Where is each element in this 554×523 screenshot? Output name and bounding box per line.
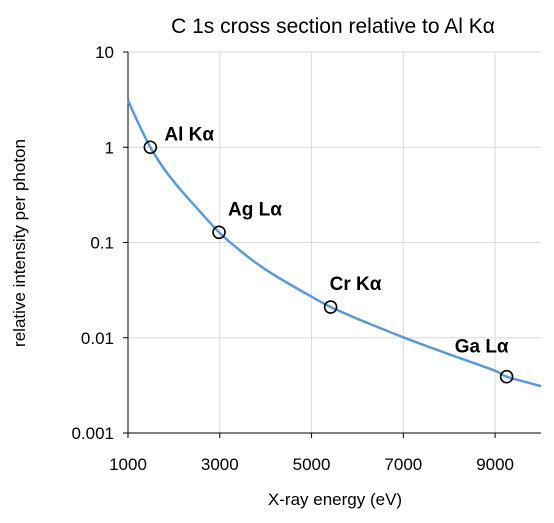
data-point-label: Ag Lα <box>228 199 282 220</box>
y-tick-label: 0.01 <box>81 329 114 348</box>
x-tick-label: 1000 <box>109 455 147 474</box>
data-point-marker <box>143 140 158 155</box>
data-point-label: Al Kα <box>164 124 214 145</box>
y-axis-label: relative intensity per photon <box>10 139 29 347</box>
x-tick-label: 3000 <box>201 455 239 474</box>
series-line <box>126 99 542 388</box>
x-tick-label: 5000 <box>293 455 331 474</box>
y-tick-label: 0.001 <box>71 424 114 443</box>
x-tick-label: 9000 <box>476 455 514 474</box>
marker-layer <box>143 140 514 384</box>
data-point-marker <box>323 300 338 314</box>
x-tick-label: 7000 <box>384 455 422 474</box>
data-point-label: Cr Kα <box>330 274 382 295</box>
gridlines <box>128 51 541 433</box>
annotation-layer: Al Kα Ag Lα Cr Kα Ga Lα <box>164 124 509 357</box>
y-tick-label: 1 <box>105 138 114 157</box>
y-tick-label: 0.1 <box>90 234 114 253</box>
chart-title: C 1s cross section relative to Al Kα <box>171 15 495 38</box>
series-layer <box>126 99 542 388</box>
x-axis-label: X-ray energy (eV) <box>268 490 402 509</box>
data-point-marker <box>499 369 514 384</box>
data-point-label: Ga Lα <box>455 337 509 358</box>
data-point-marker <box>212 225 226 240</box>
y-tick-label: 10 <box>95 43 114 62</box>
axes <box>123 51 541 438</box>
tick-labels: 0.001 0.01 0.1 1 10 1000 3000 5000 7000 9000 <box>71 43 514 474</box>
